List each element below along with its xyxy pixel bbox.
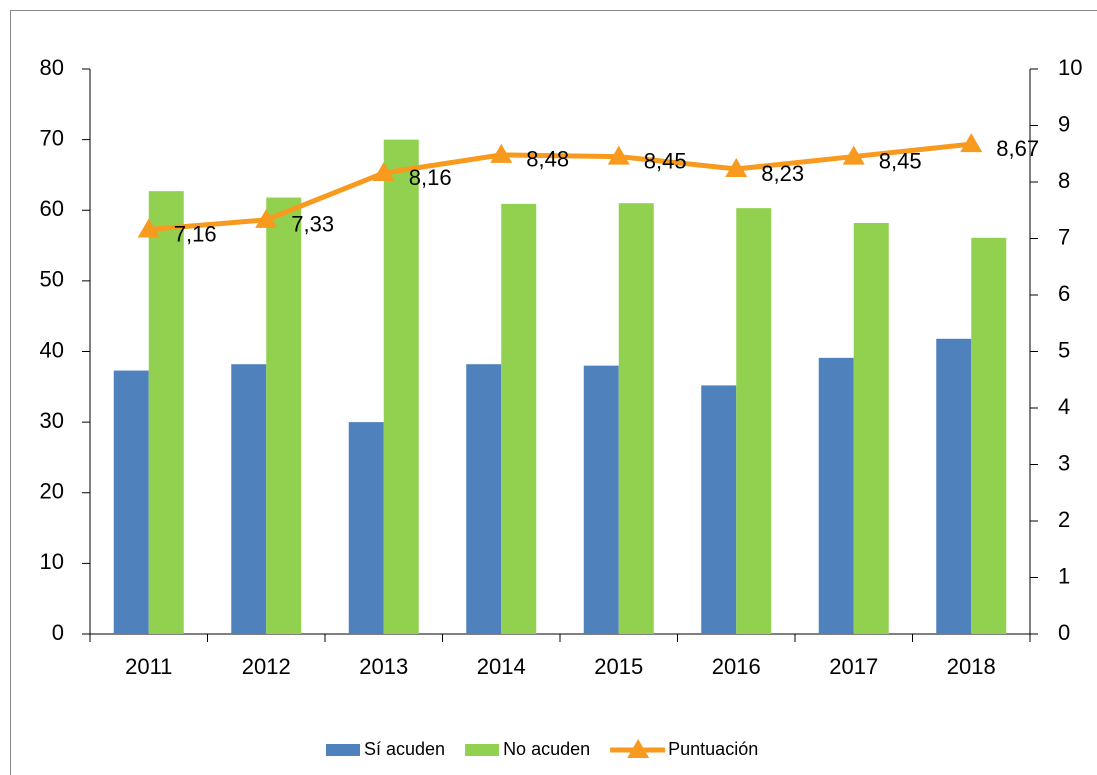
- legend-marker: [627, 739, 650, 758]
- bar: [148, 191, 184, 634]
- bar: [971, 237, 1007, 634]
- bar: [583, 365, 619, 634]
- bar: [383, 139, 419, 634]
- x-tick-label: 2011: [125, 654, 172, 679]
- y-tick-label: 40: [40, 337, 64, 362]
- x-tick-label: 2016: [712, 654, 761, 679]
- line-marker: [490, 143, 513, 163]
- bar: [113, 370, 149, 634]
- x-tick-label: 2013: [359, 654, 408, 679]
- y-tick-label: 10: [40, 549, 64, 574]
- data-label: 8,67: [996, 136, 1039, 161]
- x-tick-label: 2014: [477, 654, 526, 679]
- x-tick-label: 2018: [947, 654, 996, 679]
- x-tick-label: 2015: [594, 654, 643, 679]
- data-label: 7,16: [174, 221, 217, 246]
- bar: [266, 197, 302, 634]
- legend-label: Sí acuden: [364, 739, 445, 759]
- y2-tick-label: 4: [1058, 394, 1070, 419]
- y2-tick-label: 6: [1058, 281, 1070, 306]
- data-label: 8,23: [761, 161, 804, 186]
- y2-tick-label: 8: [1058, 168, 1070, 193]
- line-marker: [725, 158, 748, 178]
- data-label: 8,45: [644, 148, 687, 173]
- line-marker: [255, 208, 278, 228]
- data-label: 8,48: [526, 147, 569, 172]
- data-label: 7,33: [291, 212, 334, 237]
- bar: [231, 364, 267, 634]
- y-tick-label: 80: [40, 55, 64, 80]
- bar: [936, 338, 972, 634]
- chart-border: [10, 10, 1097, 775]
- bar: [618, 203, 654, 634]
- y-tick-label: 20: [40, 479, 64, 504]
- legend-label: Puntuación: [668, 739, 758, 759]
- y2-tick-label: 0: [1058, 620, 1070, 645]
- x-tick-label: 2017: [829, 654, 878, 679]
- y-tick-label: 50: [40, 267, 64, 292]
- y2-tick-label: 9: [1058, 111, 1070, 136]
- legend-label: No acuden: [503, 739, 590, 759]
- y-tick-label: 70: [40, 125, 64, 150]
- bar: [853, 222, 889, 634]
- y2-tick-label: 10: [1058, 55, 1082, 80]
- line-marker: [607, 145, 630, 165]
- data-label: 8,45: [879, 148, 922, 173]
- bar: [701, 385, 737, 634]
- line: [148, 141, 972, 232]
- y2-tick-label: 2: [1058, 507, 1070, 532]
- bar: [818, 357, 854, 634]
- y-tick-label: 60: [40, 196, 64, 221]
- legend-swatch: [465, 744, 500, 756]
- y2-tick-label: 7: [1058, 224, 1070, 249]
- x-tick-label: 2012: [242, 654, 291, 679]
- line-marker: [960, 133, 983, 153]
- bar: [348, 422, 384, 634]
- legend-swatch: [326, 744, 360, 756]
- y-tick-label: 30: [40, 408, 64, 433]
- y-tick-label: 0: [52, 620, 64, 645]
- line-marker: [842, 145, 865, 165]
- line-marker: [372, 161, 395, 181]
- bar: [466, 364, 502, 634]
- bar: [501, 203, 537, 635]
- y2-tick-label: 5: [1058, 337, 1070, 362]
- bar: [736, 208, 772, 634]
- y2-tick-label: 3: [1058, 450, 1070, 475]
- y2-tick-label: 1: [1058, 563, 1070, 588]
- data-label: 8,16: [409, 165, 452, 190]
- line-marker: [137, 218, 160, 238]
